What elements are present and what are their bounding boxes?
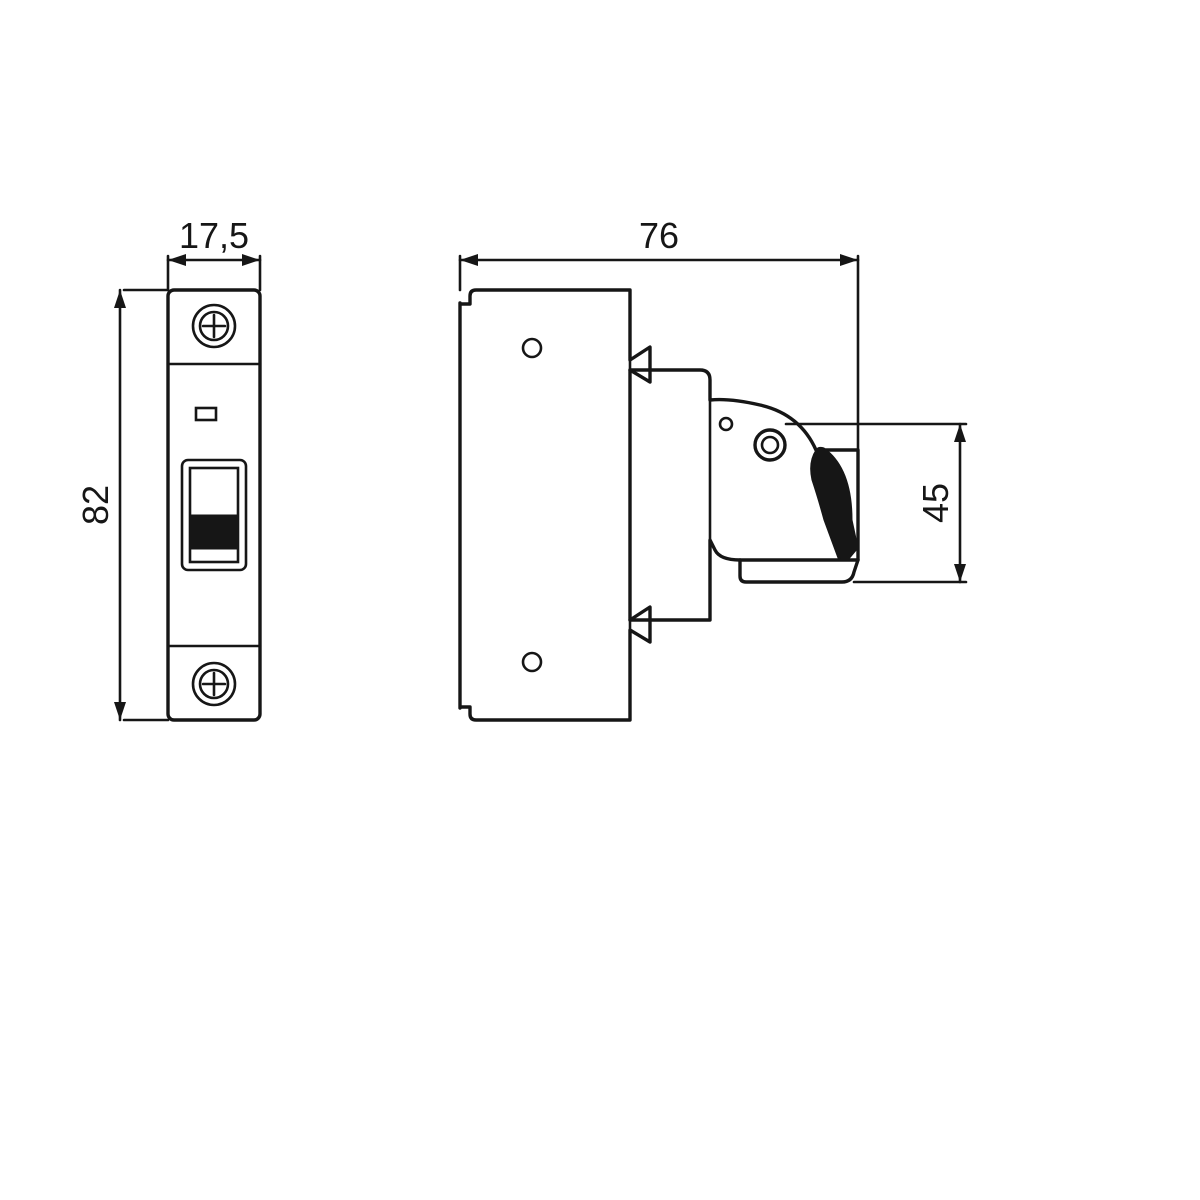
dimension-label: 17,5 [179, 215, 249, 256]
side-view [460, 290, 858, 720]
technical-drawing: 17,5 82 76 45 [0, 0, 1200, 1200]
dimension-label: 82 [75, 485, 116, 525]
dimension-label: 45 [915, 483, 956, 523]
dimension-label: 76 [639, 215, 679, 256]
front-view [168, 290, 260, 720]
